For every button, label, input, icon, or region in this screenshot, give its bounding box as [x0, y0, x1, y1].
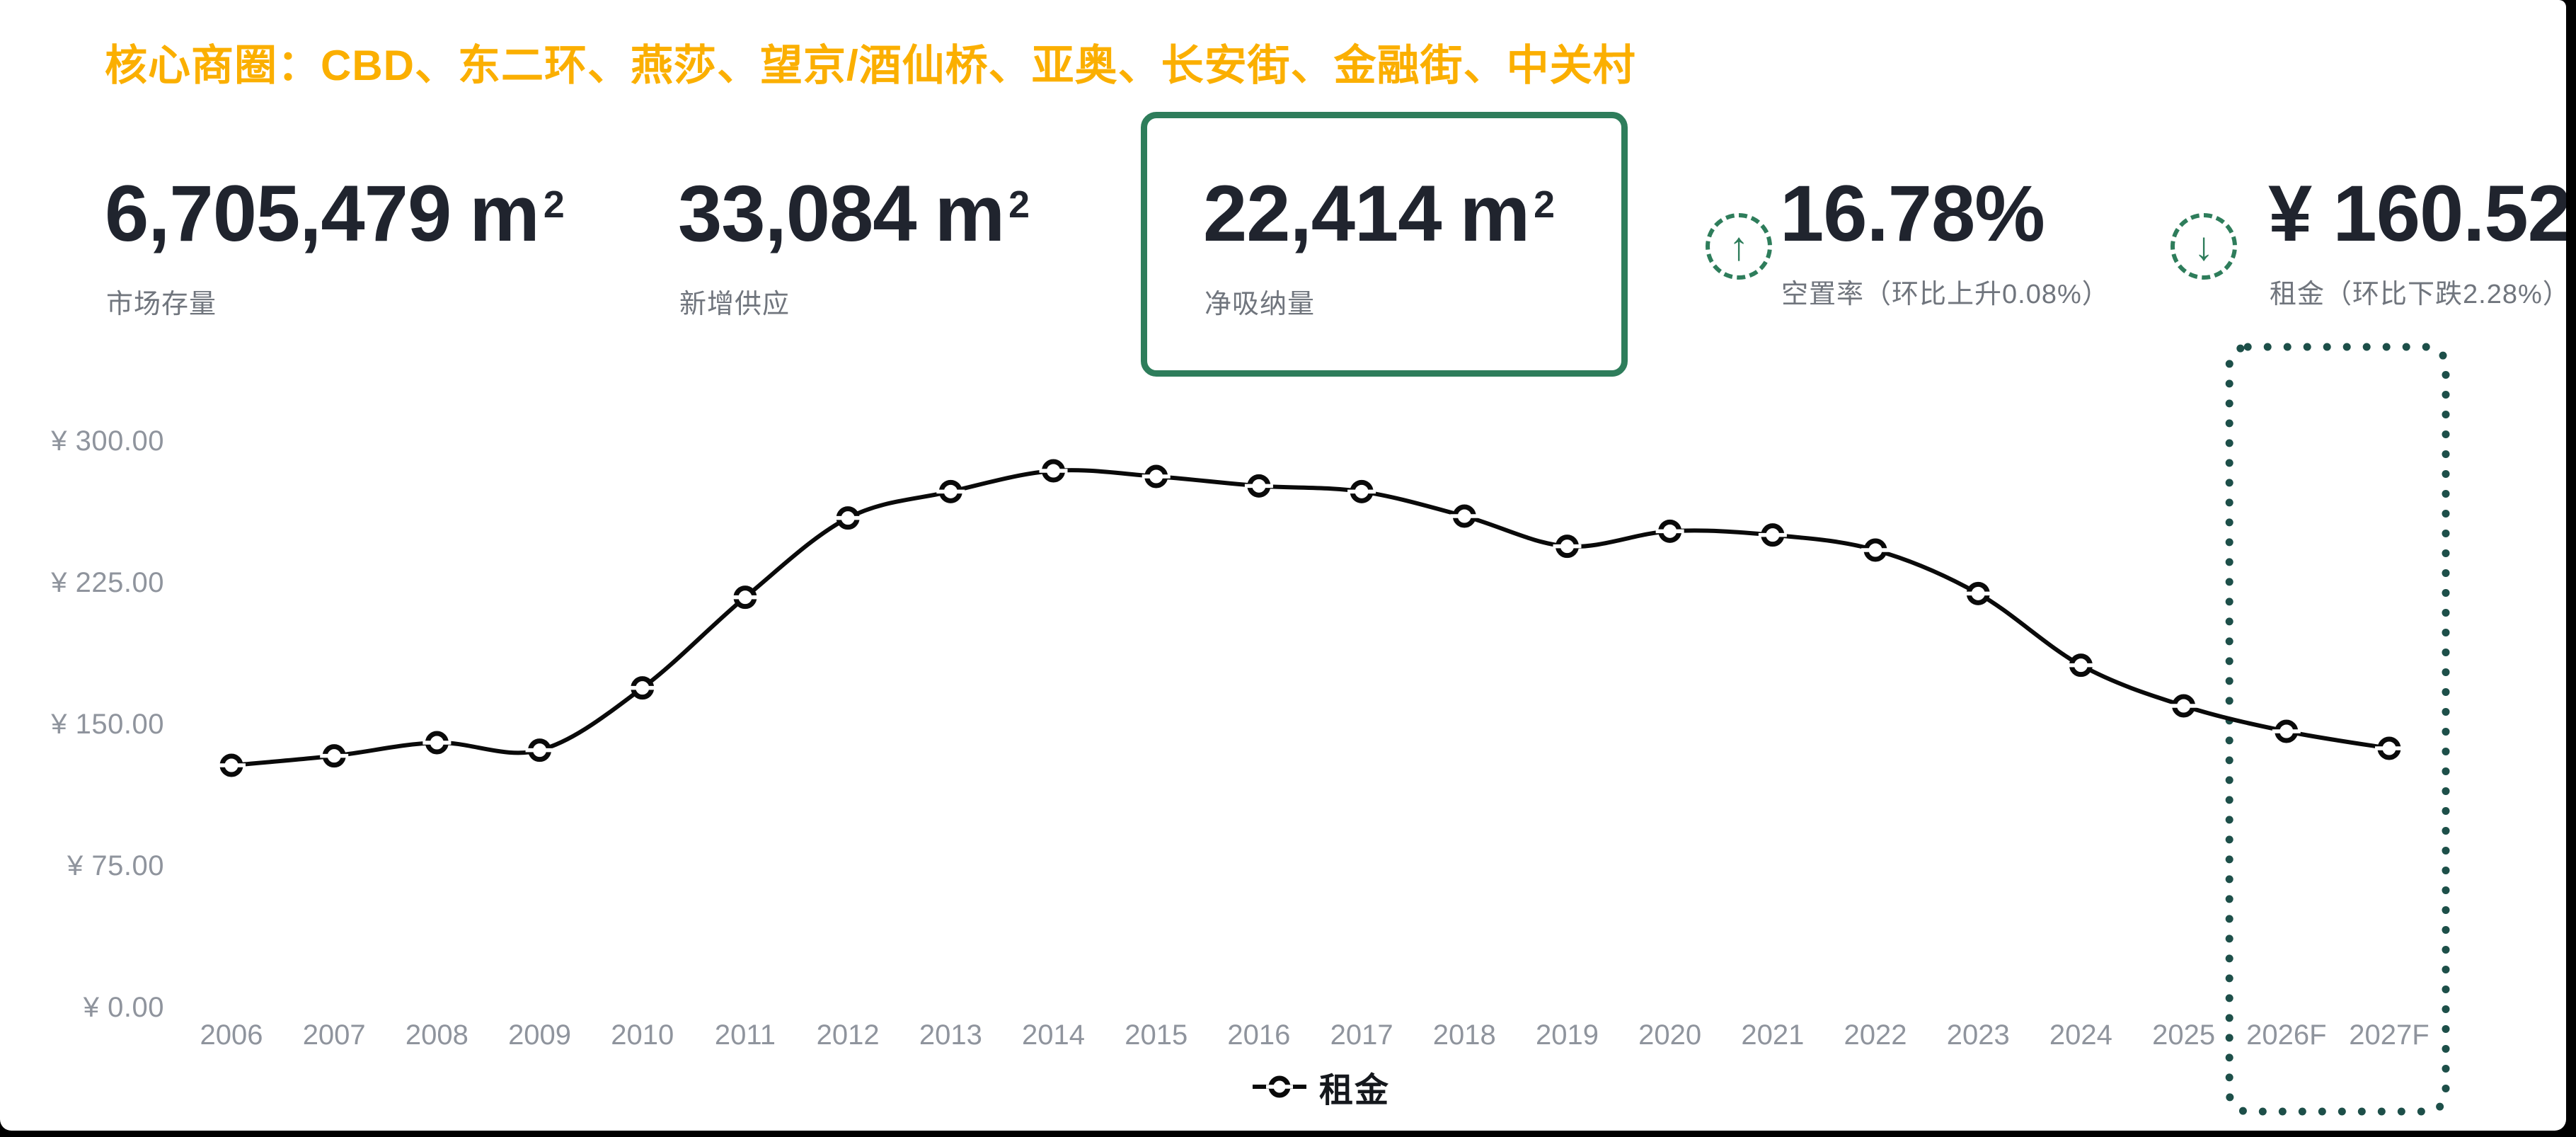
rent-value: ¥ 160.52 — [2268, 169, 2566, 258]
data-point-marker — [730, 585, 759, 610]
vacancy-trend-badge: ↑ — [1706, 213, 1772, 280]
y-tick-label: ¥ 300.00 — [51, 425, 164, 457]
data-point-marker — [1964, 581, 1993, 605]
x-axis-label: 2021 — [1741, 1019, 1805, 1051]
data-point-marker — [628, 676, 657, 700]
data-point-marker — [217, 753, 246, 777]
data-point-marker — [1758, 523, 1787, 547]
data-point-marker — [1142, 464, 1171, 488]
new-supply-label: 新增供应 — [679, 290, 790, 319]
x-axis-label: 2012 — [816, 1019, 880, 1051]
data-point-marker — [834, 506, 863, 530]
data-point-marker — [1861, 538, 1890, 562]
net-absorption-label: 净吸纳量 — [1204, 290, 1316, 319]
x-axis-label: 2013 — [919, 1019, 982, 1051]
data-point-marker — [2374, 736, 2403, 760]
data-point-marker — [1039, 459, 1068, 483]
x-axis-label: 2018 — [1432, 1019, 1496, 1051]
net-absorption-number: 22,414 — [1203, 169, 1442, 258]
x-axis-label: 2016 — [1227, 1019, 1291, 1051]
x-axis-label: 2015 — [1125, 1019, 1188, 1051]
x-axis-label: 2017 — [1330, 1019, 1393, 1051]
y-tick-label: ¥ 225.00 — [51, 567, 164, 598]
arrow-down-icon: ↓ — [2194, 224, 2214, 268]
data-point-marker — [2169, 694, 2198, 718]
market-stock-label: 市场存量 — [106, 290, 217, 319]
y-tick-label: ¥ 0.00 — [83, 992, 164, 1023]
data-point-marker — [1655, 519, 1684, 543]
x-axis-label: 2024 — [2049, 1019, 2112, 1051]
series-line — [231, 468, 2390, 767]
net-absorption-highlight-box — [1141, 112, 1628, 377]
legend-label: 租金 — [1319, 1072, 1391, 1109]
x-axis-label: 2010 — [611, 1019, 674, 1051]
x-axis-label: 2025 — [2152, 1019, 2216, 1051]
x-axis-label: 2006 — [200, 1019, 263, 1051]
forecast-region-box — [2225, 343, 2450, 1116]
market-stock-value: 6,705,479 m 2 — [105, 174, 565, 253]
x-axis-label: 2023 — [1946, 1019, 2010, 1051]
x-axis-label: 2009 — [508, 1019, 572, 1051]
vacancy-rate-label: 空置率（环比上升0.08%） — [1781, 280, 2110, 309]
data-point-marker — [525, 738, 554, 762]
data-point-marker — [1347, 479, 1376, 503]
market-stock-number: 6,705,479 — [105, 169, 452, 258]
rent-trend-badge: ↓ — [2170, 213, 2237, 280]
data-point-marker — [2066, 653, 2095, 678]
data-point-marker — [320, 744, 349, 768]
legend-item-rent[interactable]: 租金 — [1253, 1062, 1390, 1112]
y-tick-label: ¥ 75.00 — [67, 850, 164, 881]
x-axis-label: 2011 — [714, 1019, 776, 1051]
new-supply-value: 33,084 m 2 — [678, 174, 1030, 253]
y-tick-label: ¥ 150.00 — [51, 709, 164, 740]
x-axis-label: 2022 — [1844, 1019, 1907, 1051]
data-point-marker — [1553, 535, 1582, 559]
x-axis-label: 2014 — [1022, 1019, 1085, 1051]
data-point-marker — [422, 731, 452, 755]
x-axis-label: 2019 — [1535, 1019, 1599, 1051]
x-axis-label: 2008 — [405, 1019, 468, 1051]
x-axis-label: 2026F — [2246, 1019, 2327, 1051]
core-districts-headline: 核心商圈：CBD、东二环、燕莎、望京/酒仙桥、亚奥、长安街、金融街、中关村 — [105, 42, 1636, 89]
data-point-marker — [2272, 719, 2301, 743]
x-axis-label: 2007 — [302, 1019, 366, 1051]
data-point-marker — [1244, 474, 1273, 498]
net-absorption-value: 22,414 m 2 — [1203, 174, 1555, 253]
x-axis-label: 2027F — [2349, 1019, 2430, 1051]
new-supply-number: 33,084 — [678, 169, 917, 258]
line-marker-icon — [1253, 1075, 1306, 1098]
arrow-up-icon: ↑ — [1729, 224, 1749, 268]
vacancy-rate-value: 16.78% — [1780, 169, 2045, 258]
x-axis-label: 2020 — [1638, 1019, 1702, 1051]
data-point-marker — [936, 479, 965, 503]
data-point-marker — [1450, 504, 1479, 528]
rent-label: 租金（环比下跌2.28%） — [2270, 280, 2566, 309]
